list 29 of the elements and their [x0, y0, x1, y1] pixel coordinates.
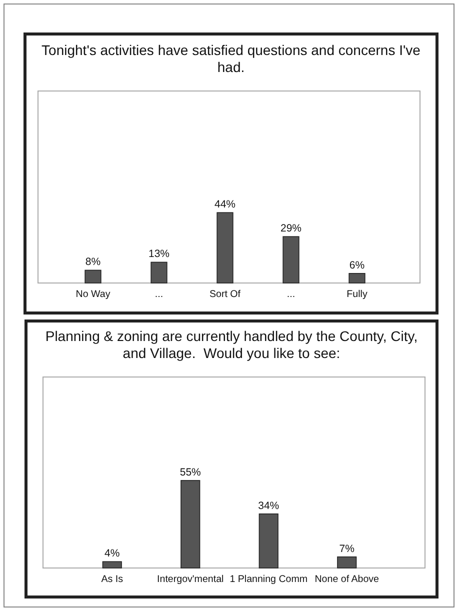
x-tick-label: 1 Planning Comm [230, 574, 308, 585]
data-label: 44% [214, 198, 236, 211]
chart-title: Tonight's activities have satisfied questions and concerns I've had. [42, 42, 421, 75]
bar [102, 561, 122, 568]
chart-title: Planning & zoning are currently handled by the County, City, and Village. Would you like to see: [45, 328, 418, 361]
x-tick-label: As Is [101, 574, 124, 585]
data-label: 13% [148, 248, 170, 260]
x-tick-label: ... [286, 289, 296, 300]
data-label: 4% [104, 548, 120, 560]
x-tick-label: No Way [76, 289, 110, 300]
x-tick-label: Sort Of [209, 289, 241, 300]
bar [348, 273, 366, 284]
bar [282, 236, 300, 284]
data-label: 6% [349, 259, 365, 272]
bar [258, 513, 278, 568]
data-label: 8% [85, 256, 101, 268]
x-tick-label: Fully [346, 289, 368, 300]
bar [216, 212, 234, 284]
x-tick-label: ... [154, 289, 164, 300]
data-label: 7% [339, 542, 354, 555]
data-label: 34% [258, 500, 280, 512]
bar [337, 556, 357, 568]
bar [84, 270, 102, 284]
bar [180, 480, 200, 568]
data-label: 55% [180, 466, 201, 478]
data-label: 29% [280, 222, 302, 235]
bar [150, 262, 168, 284]
x-tick-label: None of Above [314, 574, 380, 585]
x-tick-label: Intergov'mental [157, 574, 224, 585]
